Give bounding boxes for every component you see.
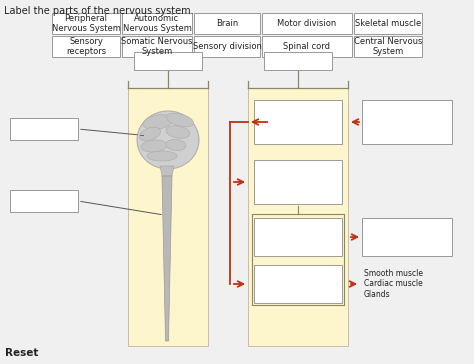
FancyBboxPatch shape — [362, 218, 452, 256]
Ellipse shape — [166, 113, 193, 127]
FancyBboxPatch shape — [10, 118, 78, 140]
FancyBboxPatch shape — [254, 265, 342, 303]
FancyBboxPatch shape — [262, 36, 352, 57]
FancyBboxPatch shape — [128, 88, 208, 346]
Text: Label the parts of the nervous system.: Label the parts of the nervous system. — [4, 6, 193, 16]
FancyBboxPatch shape — [254, 218, 342, 256]
Ellipse shape — [166, 139, 186, 151]
Ellipse shape — [141, 140, 167, 152]
FancyBboxPatch shape — [194, 13, 260, 34]
FancyBboxPatch shape — [122, 13, 192, 34]
Text: Sensory division: Sensory division — [192, 42, 262, 51]
FancyBboxPatch shape — [254, 160, 342, 204]
Text: Skeletal muscle: Skeletal muscle — [355, 19, 421, 28]
FancyBboxPatch shape — [264, 52, 332, 70]
Ellipse shape — [143, 115, 173, 129]
Ellipse shape — [139, 127, 161, 141]
FancyBboxPatch shape — [248, 88, 348, 346]
Text: Autonomic
Nervous System: Autonomic Nervous System — [123, 14, 191, 33]
Ellipse shape — [147, 151, 177, 161]
Text: Spinal cord: Spinal cord — [283, 42, 330, 51]
FancyBboxPatch shape — [254, 100, 342, 144]
Text: Smooth muscle
Cardiac muscle
Glands: Smooth muscle Cardiac muscle Glands — [364, 269, 423, 299]
Ellipse shape — [137, 111, 199, 169]
FancyBboxPatch shape — [194, 36, 260, 57]
Polygon shape — [160, 166, 174, 176]
FancyBboxPatch shape — [262, 13, 352, 34]
Text: Somatic Nervous
System: Somatic Nervous System — [121, 37, 193, 56]
Text: Sensory
receptors: Sensory receptors — [66, 37, 106, 56]
Text: Central Nervous
System: Central Nervous System — [354, 37, 422, 56]
Ellipse shape — [166, 126, 190, 138]
Text: Peripheral
Nervous System: Peripheral Nervous System — [52, 14, 120, 33]
Polygon shape — [162, 176, 172, 341]
Text: Motor division: Motor division — [277, 19, 337, 28]
FancyBboxPatch shape — [354, 36, 422, 57]
FancyBboxPatch shape — [52, 36, 120, 57]
FancyBboxPatch shape — [134, 52, 202, 70]
FancyBboxPatch shape — [52, 13, 120, 34]
Text: Brain: Brain — [216, 19, 238, 28]
Text: Reset: Reset — [5, 348, 38, 358]
FancyBboxPatch shape — [354, 13, 422, 34]
FancyBboxPatch shape — [122, 36, 192, 57]
FancyBboxPatch shape — [10, 190, 78, 212]
FancyBboxPatch shape — [362, 100, 452, 144]
